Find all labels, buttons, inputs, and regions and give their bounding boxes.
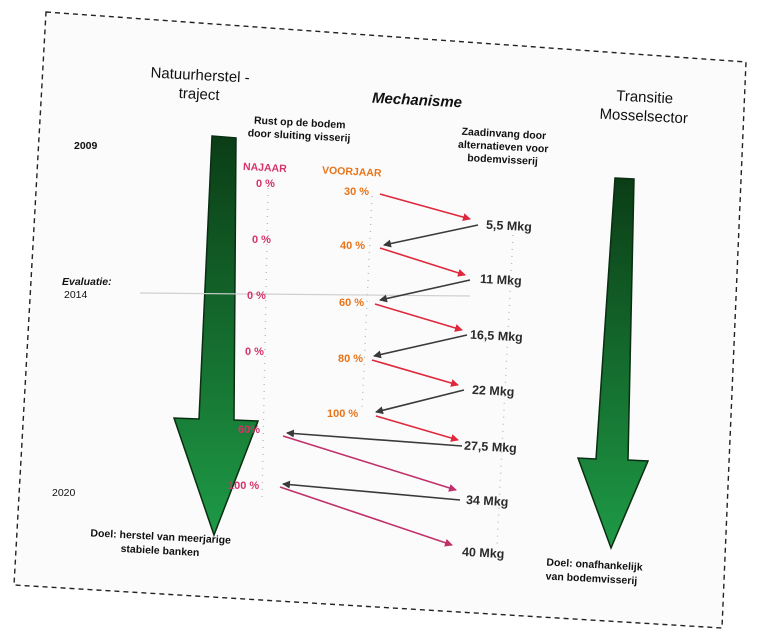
evaluation-line [139,292,471,297]
voorjaar-value-3: 60 % [339,297,365,309]
goal-right: Doel: onafhankelijk van bodemvisserij [545,555,643,588]
mkg-value-6: 34 Mkg [465,492,509,510]
year-end: 2020 [52,487,76,499]
mkg-value-3: 16,5 Mkg [469,327,524,345]
header-natuurherstel: Natuurherstel - traject [149,63,250,106]
dotted-guides [261,187,514,546]
mkg-value-4: 22 Mkg [471,382,515,400]
red-arrow-4 [371,359,459,387]
evaluation-year: 2014 [64,289,88,301]
mkg-value-2: 11 Mkg [479,271,523,289]
mkg-value-1: 5,5 Mkg [485,217,533,235]
header-transitie: Transitie Mosselsector [599,86,689,129]
red-arrow-3 [374,303,463,332]
magenta-line-1 [282,435,457,492]
year-start: 2009 [74,140,98,152]
red-arrow-1 [379,193,471,221]
red-arrow-2 [379,247,466,277]
mkg-value-7: 40 Mkg [461,544,505,562]
gray-arrow-6 [282,480,461,501]
gray-arrow-4 [375,389,465,415]
evaluation-label: Evaluatie: [62,276,112,288]
subheader-rust: Rust op de bodem door sluiting visserij [247,114,351,145]
gray-arrow-1 [383,224,479,248]
subheader-zaad: Zaadinvang door alternatieven voor bodem… [457,126,549,170]
najaar-value-4: 0 % [245,346,264,358]
red-arrow-5 [375,415,459,442]
magenta-line-2 [279,486,453,547]
mkg-value-5: 27,5 Mkg [463,438,518,456]
najaar-value-5: 60% [238,424,261,436]
gray-arrow-2 [379,279,471,303]
right-green-arrow-icon [576,177,650,551]
voorjaar-value-1: 30 % [344,186,370,198]
najaar-value-2: 0 % [252,234,271,246]
najaar-value-3: 0 % [247,290,266,302]
voorjaar-value-4: 80 % [338,353,364,365]
voorjaar-value-2: 40 % [340,240,366,252]
najaar-value-6: 100 % [228,480,260,492]
label-najaar: NAJAAR [242,160,288,176]
left-green-arrow-icon [172,135,260,538]
najaar-value-1: 0 % [256,178,275,190]
voorjaar-value-5: 100 % [327,408,359,420]
gray-arrow-5 [286,429,463,447]
gray-arrow-3 [373,334,468,359]
